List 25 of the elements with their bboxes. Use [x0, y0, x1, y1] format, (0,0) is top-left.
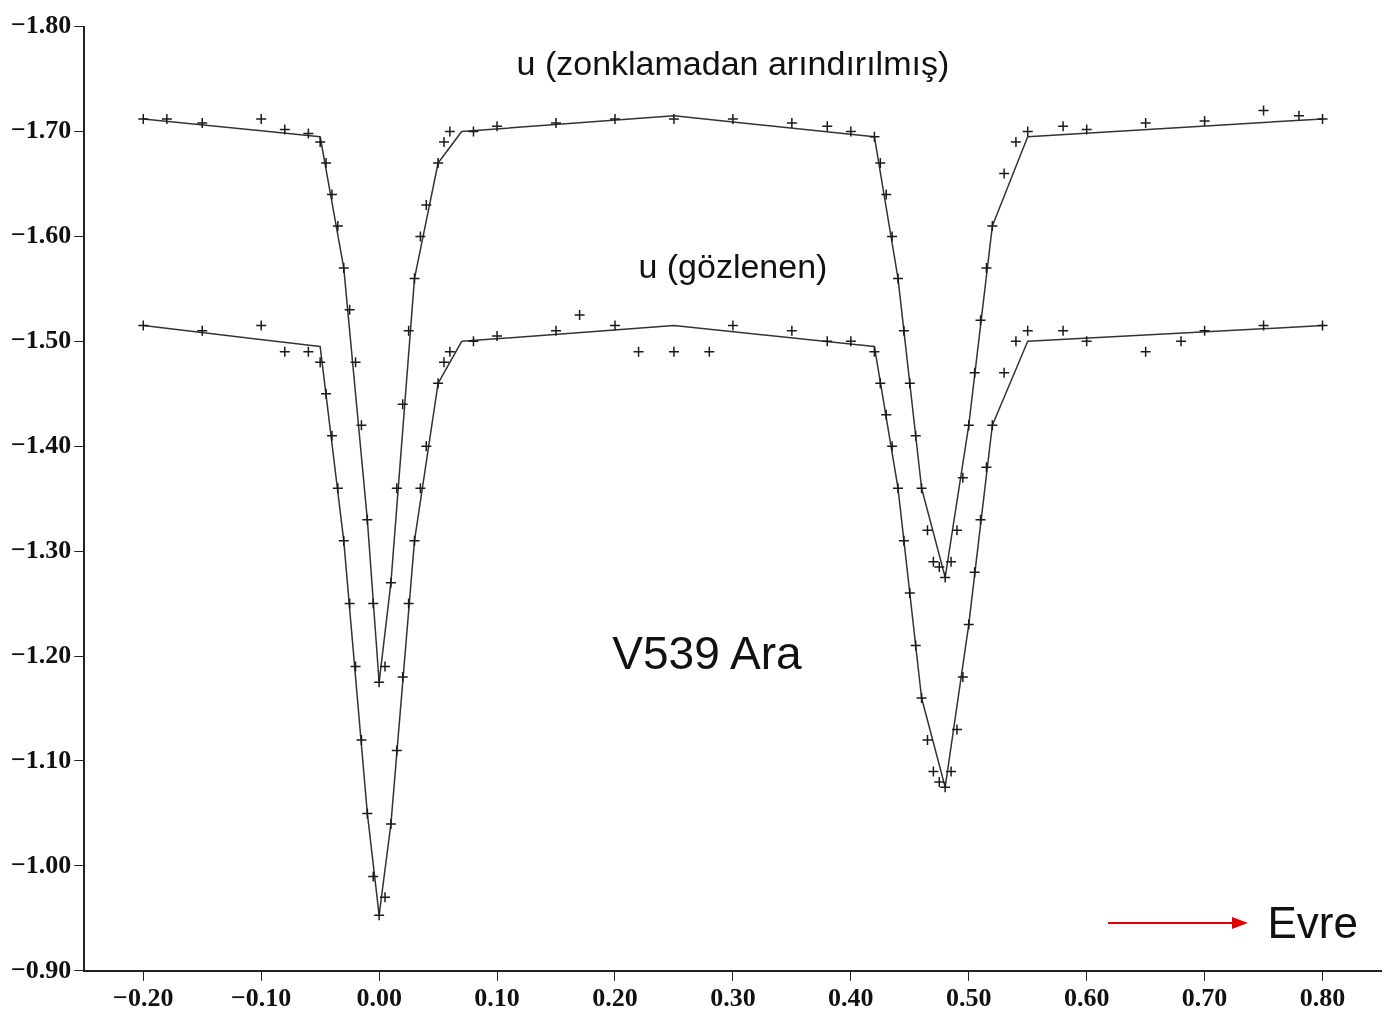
- x-axis-title: Evre: [1267, 898, 1358, 948]
- x-tick-label: 0.70: [1181, 983, 1228, 1013]
- series-label: u (zonklamadan arındırılmış): [516, 44, 950, 83]
- y-tick-label: −1.20: [10, 639, 72, 669]
- x-tick-label: 0.00: [356, 983, 402, 1013]
- y-tick-label: −1.30: [10, 534, 72, 564]
- y-tick-label: −1.50: [10, 325, 72, 355]
- y-tick-label: −1.60: [10, 220, 72, 250]
- x-tick-label: 0.10: [474, 983, 520, 1013]
- x-tick-label: 0.40: [828, 983, 874, 1013]
- x-tick-label: 0.60: [1063, 983, 1110, 1013]
- y-tick-label: −1.40: [10, 429, 72, 459]
- x-tick-label: 0.50: [946, 983, 992, 1013]
- x-tick-label: 0.80: [1299, 983, 1346, 1013]
- y-tick-label: −1.00: [10, 849, 72, 879]
- x-tick-label: −0.20: [113, 983, 174, 1013]
- x-tick-label: −0.10: [231, 983, 292, 1013]
- y-tick-label: −0.90: [10, 954, 72, 984]
- y-tick-label: −1.70: [10, 115, 72, 145]
- y-tick-label: −1.80: [10, 10, 72, 40]
- x-tick-label: 0.20: [592, 983, 638, 1013]
- x-tick-label: 0.30: [710, 983, 756, 1013]
- annotation: V539 Ara: [612, 626, 802, 679]
- y-tick-label: −1.10: [10, 744, 72, 774]
- series-label: u (gözlenen): [638, 246, 828, 285]
